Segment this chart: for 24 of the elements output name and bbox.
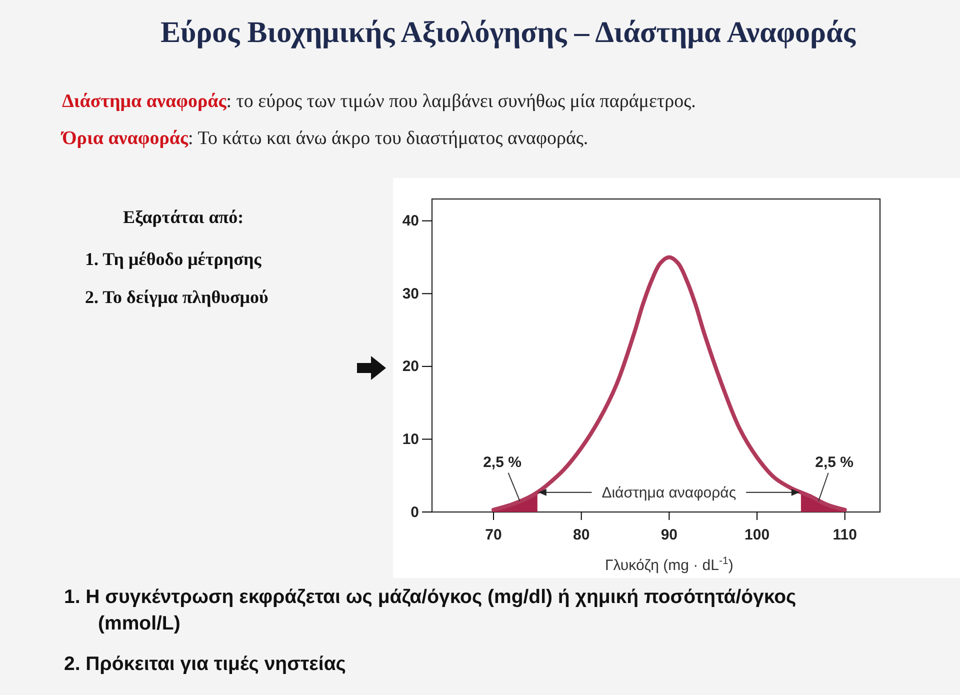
y-tick-label: 0: [410, 504, 419, 521]
chart-title: Εύρος Βιοχημικής Αξιολόγησης – Διάστημα Αναφοράς: [160, 16, 856, 49]
y-tick-label: 30: [402, 285, 419, 302]
y-tick-label: 40: [402, 212, 419, 230]
annotation: 2,5 %: [483, 454, 522, 471]
x-axis-title: Γλυκόζη (mg · dL$^{-1}$): [605, 555, 734, 574]
x-tick-label: 90: [660, 526, 678, 544]
text: : το εύρος των τιμών που λαμβάνει συνήθως μία παράμετρος.: [226, 91, 696, 112]
y-tick-label: 10: [402, 431, 419, 448]
x-tick-label: 110: [832, 526, 857, 544]
annotation: Διάστημα αναφοράς: [602, 484, 736, 502]
text: 2. Το δείγμα πληθυσμού: [85, 287, 268, 307]
x-tick-label: 100: [744, 526, 770, 544]
text: 1. Η συγκέντρωση εκφράζεται ως μάζα/όγκος (mg/dl) ή χημική ποσότητά/όγκος (mmol/L): [64, 586, 796, 634]
y-tick-label: 20: [402, 358, 419, 376]
x-tick-label: 80: [572, 526, 590, 544]
text: 2. Πρόκειται για τιμές νηστείας: [64, 653, 346, 675]
x-tick-label: 70: [485, 526, 502, 544]
text: 1. Τη μέθοδο μέτρησης: [85, 249, 262, 269]
text: Όρια αναφοράς: [60, 128, 190, 149]
text: Διάστημα αναφοράς: [62, 91, 228, 112]
annotation: 2,5 %: [815, 454, 854, 471]
text: : Το κάτω και άνω άκρο του διαστήματος αναφοράς.: [188, 128, 588, 149]
text: Εξαρτάται από:: [123, 207, 244, 227]
